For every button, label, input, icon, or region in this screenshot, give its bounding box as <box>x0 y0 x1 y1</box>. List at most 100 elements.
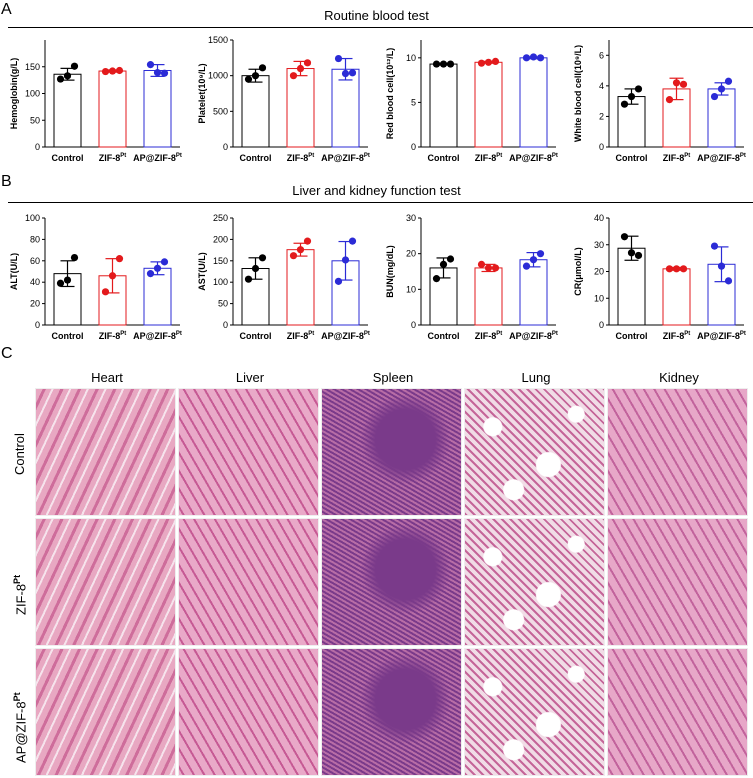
data-point-control <box>56 75 65 83</box>
data-point-apzif8 <box>529 53 538 61</box>
histology-tile-kidney-1 <box>607 388 748 516</box>
data-point-control <box>251 72 260 80</box>
data-point-zif8 <box>303 59 312 67</box>
x-tick-label-apzif8: AP@ZIF-8Pt <box>321 331 370 341</box>
y-tick-label: 4 <box>599 81 604 91</box>
data-point-control <box>258 64 267 72</box>
histology-tile-spleen-3 <box>321 648 462 776</box>
data-point-apzif8 <box>717 262 726 270</box>
data-point-control <box>627 249 636 257</box>
panel-c-label: C <box>1 345 13 362</box>
y-tick-label: 0 <box>411 142 416 152</box>
data-point-control <box>634 85 643 93</box>
histology-tile-lung-3 <box>464 648 605 776</box>
y-tick-label: 150 <box>25 62 40 72</box>
histology-col-heart: Heart <box>91 370 123 385</box>
histology-tile-liver-2 <box>178 518 319 646</box>
data-point-apzif8 <box>536 250 545 258</box>
y-tick-label: 0 <box>411 320 416 330</box>
data-point-apzif8 <box>536 54 545 62</box>
data-point-control <box>70 62 79 70</box>
data-point-control <box>432 60 441 68</box>
y-tick-label: 50 <box>218 299 228 309</box>
histology-tile-heart-3 <box>35 648 176 776</box>
y-axis-label: White blood cell(10⁹/L) <box>573 45 583 142</box>
chart-rbc: 0 5 10 Red blood cell(10¹²/L) Control ZIF-8Pt… <box>385 40 558 163</box>
x-tick-label-zif8: ZIF-8Pt <box>287 153 315 163</box>
data-point-apzif8 <box>160 258 169 266</box>
data-point-zif8 <box>679 265 688 273</box>
panel-b-label: B <box>1 173 12 190</box>
data-point-control <box>244 275 253 283</box>
chart-alt: 0 20 40 60 80 100 ALT(U/L) Control ZIF-8Pt AP@ZIF… <box>9 213 182 341</box>
histology-col-liver: Liver <box>235 370 265 385</box>
routine-divider <box>8 27 753 28</box>
data-point-control <box>244 75 253 83</box>
histology-row-apzif8: AP@ZIF-8Pt <box>12 692 29 763</box>
histology-tile-liver-3 <box>178 648 319 776</box>
y-tick-label: 30 <box>594 240 604 250</box>
data-point-apzif8 <box>153 69 162 77</box>
y-tick-label: 100 <box>25 213 40 223</box>
y-tick-label: 20 <box>406 249 416 259</box>
histology-tile-kidney-3 <box>607 648 748 776</box>
x-tick-label-apzif8: AP@ZIF-8Pt <box>509 153 558 163</box>
bar-zif8 <box>662 268 691 326</box>
y-tick-label: 100 <box>213 277 228 287</box>
x-tick-label-apzif8: AP@ZIF-8Pt <box>133 331 182 341</box>
x-tick-label-control: Control <box>428 153 460 163</box>
x-tick-label-zif8: ZIF-8Pt <box>287 331 315 341</box>
data-point-zif8 <box>289 72 298 80</box>
chart-cr: 0 10 20 30 40 CR(μmol/L) Control ZIF-8Pt AP@ZIF-… <box>573 213 746 341</box>
x-tick-label-zif8: ZIF-8Pt <box>663 153 691 163</box>
histology-tile-liver-1 <box>178 388 319 516</box>
y-tick-label: 500 <box>213 106 228 116</box>
routine-section-title: Routine blood test <box>324 8 429 23</box>
x-tick-label-zif8: ZIF-8Pt <box>475 153 503 163</box>
bar-apzif8 <box>143 69 172 148</box>
y-tick-label: 6 <box>599 50 604 60</box>
data-point-zif8 <box>296 246 305 254</box>
data-point-zif8 <box>477 260 486 268</box>
y-tick-label: 10 <box>594 293 604 303</box>
bar-zif8 <box>474 61 503 148</box>
data-point-zif8 <box>115 255 124 263</box>
histology-tile-heart-2 <box>35 518 176 646</box>
histology-tile-heart-1 <box>35 388 176 516</box>
data-point-apzif8 <box>146 61 155 69</box>
data-point-apzif8 <box>341 256 350 264</box>
chart-platelet: 0 500 1000 1500 Platelet(10⁹/L) Control ZIF-8P… <box>197 35 370 163</box>
y-tick-label: 150 <box>213 256 228 266</box>
bar-apzif8 <box>331 68 360 148</box>
bar-apzif8 <box>519 57 548 148</box>
data-point-control <box>63 72 72 80</box>
x-tick-label-apzif8: AP@ZIF-8Pt <box>509 331 558 341</box>
y-tick-label: 250 <box>213 213 228 223</box>
y-tick-label: 10 <box>406 53 416 63</box>
x-tick-label-apzif8: AP@ZIF-8Pt <box>133 153 182 163</box>
x-tick-label-control: Control <box>240 331 272 341</box>
y-axis-label: BUN(mg/dL) <box>385 245 395 298</box>
y-tick-label: 0 <box>35 320 40 330</box>
data-point-apzif8 <box>717 85 726 93</box>
data-point-control <box>70 253 79 262</box>
y-tick-label: 40 <box>30 277 40 287</box>
bar-control <box>429 63 458 148</box>
y-axis-label: ALT(U/L) <box>9 253 19 290</box>
bar-zif8 <box>474 267 503 326</box>
histology-row-zif8: ZIF-8Pt <box>12 574 29 615</box>
panel-a-label: A <box>1 1 12 18</box>
data-point-zif8 <box>484 264 493 272</box>
chart-wbc: 0 2 4 6 White blood cell(10⁹/L) Control ZIF-8P… <box>573 40 746 163</box>
x-tick-label-control: Control <box>52 153 84 163</box>
data-point-zif8 <box>665 265 674 273</box>
bar-apzif8 <box>143 267 172 326</box>
data-point-control <box>258 254 267 262</box>
y-tick-label: 20 <box>594 267 604 277</box>
data-point-apzif8 <box>522 262 531 270</box>
data-point-control <box>446 255 455 263</box>
data-point-apzif8 <box>334 54 343 63</box>
y-tick-label: 0 <box>35 142 40 152</box>
data-point-control <box>56 279 65 287</box>
data-point-control <box>627 92 636 101</box>
